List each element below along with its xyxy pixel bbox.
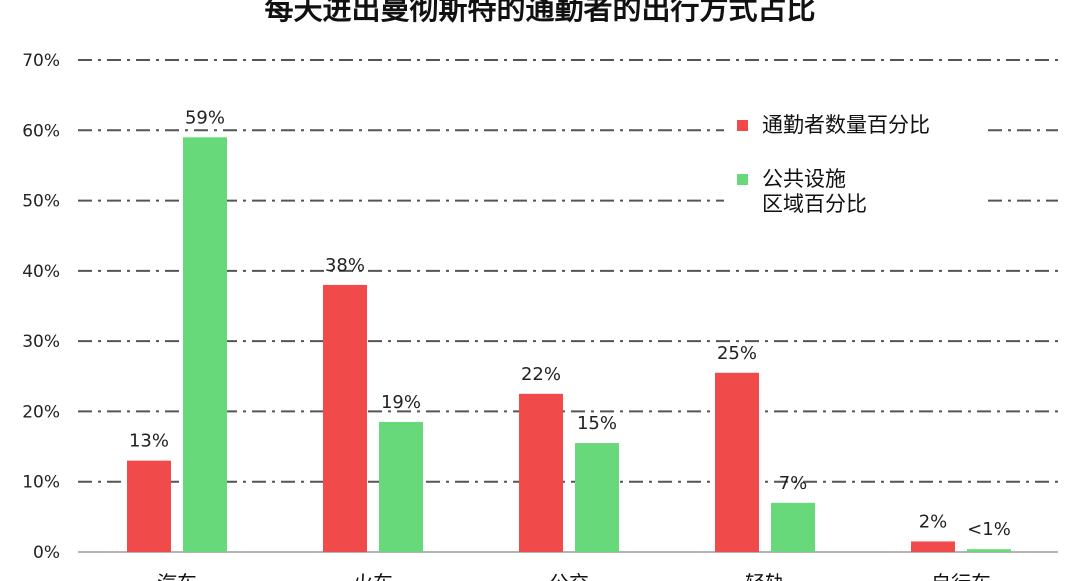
bar [715, 372, 759, 552]
data-label: 2% [919, 511, 948, 532]
bar [967, 549, 1011, 552]
x-category-label: 汽车 [157, 571, 197, 581]
y-tick-label: 70% [22, 51, 60, 71]
legend-label: 公共设施 [762, 167, 846, 191]
data-label: 19% [381, 392, 421, 413]
data-labels: 13% 59% 38% 19% 22% 15% 25% 7% 2% <1% [129, 107, 1011, 540]
bar [323, 284, 367, 552]
data-label: 22% [521, 364, 561, 385]
data-label: <1% [967, 519, 1011, 540]
legend-label: 通勤者数量百分比 [762, 113, 930, 137]
y-tick-label: 0% [33, 543, 60, 563]
y-tick-label: 60% [22, 121, 60, 141]
data-label: 38% [325, 255, 365, 276]
x-category-label: 自行车 [931, 571, 991, 581]
legend-label: 区域百分比 [762, 192, 867, 216]
data-label: 7% [779, 473, 808, 494]
data-label: 13% [129, 431, 169, 452]
bars [127, 137, 1011, 553]
bar [379, 421, 423, 552]
y-tick-label: 20% [22, 402, 60, 422]
bar [771, 502, 815, 552]
bar [911, 541, 955, 552]
legend-swatch [737, 174, 748, 185]
y-axis-ticks: 0% 10% 20% 30% 40% 50% 60% 70% [22, 51, 60, 563]
y-tick-label: 30% [22, 332, 60, 352]
bar [183, 137, 227, 553]
y-tick-label: 40% [22, 262, 60, 282]
data-label: 59% [185, 107, 225, 128]
bar [127, 460, 171, 552]
legend-swatch [737, 120, 748, 131]
x-axis-categories: 汽车 火车 公交 轻轨 自行车 [157, 571, 991, 581]
y-tick-label: 10% [22, 473, 60, 493]
bar [575, 443, 619, 552]
x-category-label: 火车 [353, 571, 393, 581]
data-label: 15% [577, 413, 617, 434]
x-category-label: 轻轨 [745, 571, 785, 581]
y-tick-label: 50% [22, 192, 60, 212]
bar [519, 393, 563, 552]
chart-title: 每天进出曼彻斯特的通勤者的出行方式占比 [264, 0, 815, 26]
x-category-label: 公交 [549, 571, 589, 581]
data-label: 25% [717, 343, 757, 364]
